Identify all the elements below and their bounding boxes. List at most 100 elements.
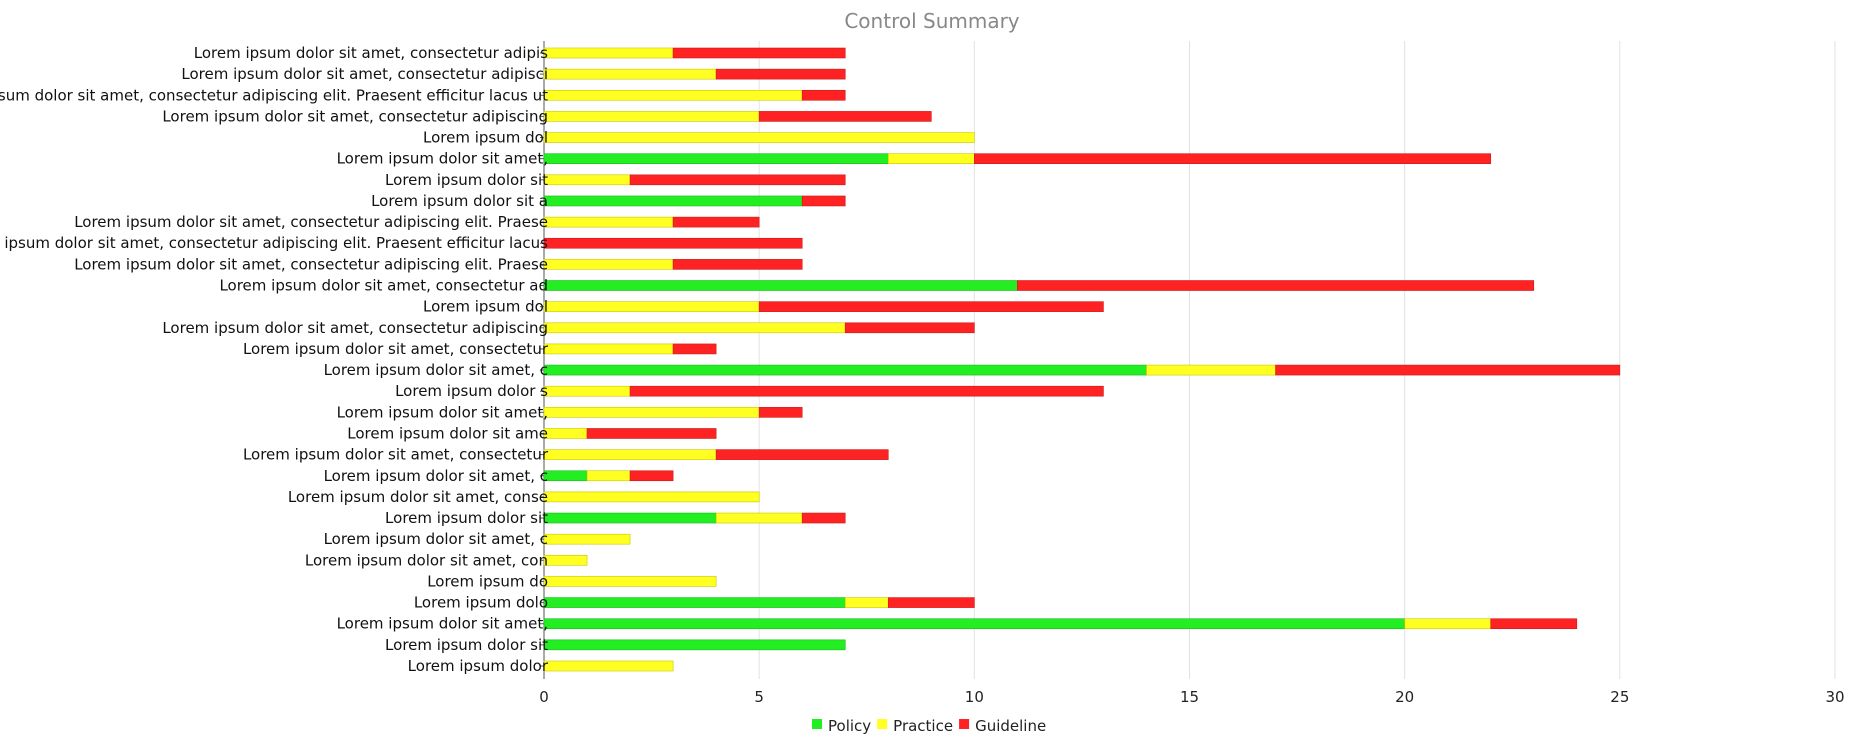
- bar-practice[interactable]: [887, 153, 975, 164]
- category-label: Lorem ipsum dolor: [408, 657, 549, 675]
- bar-practice[interactable]: [543, 576, 717, 587]
- category-label: Lorem ipsum dolor sit: [385, 171, 548, 189]
- bar-guideline[interactable]: [1017, 280, 1535, 291]
- bar-practice[interactable]: [543, 259, 674, 270]
- category-label: Lorem ipsum dolor sit ame: [347, 424, 548, 442]
- category-label: Lorem ipsum dol: [423, 129, 548, 147]
- bar-practice[interactable]: [543, 449, 717, 460]
- bar-guideline[interactable]: [629, 174, 846, 186]
- bar-guideline[interactable]: [543, 237, 803, 249]
- bar-practice[interactable]: [543, 385, 631, 397]
- category-label: Lorem ipsum dolor sit amet, consectetur …: [181, 65, 548, 83]
- x-tick-label: 20: [1395, 688, 1414, 706]
- bar-guideline[interactable]: [758, 111, 932, 122]
- bar-practice[interactable]: [543, 660, 674, 672]
- bar-practice[interactable]: [543, 343, 674, 355]
- bars: [543, 47, 1621, 672]
- category-label: Lorem ipsum dolor sit: [385, 636, 548, 654]
- bar-policy[interactable]: [543, 512, 717, 524]
- bar-practice[interactable]: [586, 470, 631, 482]
- bar-guideline[interactable]: [801, 195, 846, 207]
- legend-swatch-policy: [812, 719, 822, 729]
- category-label: Lorem ipsum dolor sit amet, consectetur …: [0, 234, 548, 252]
- bar-practice[interactable]: [543, 555, 588, 566]
- bar-guideline[interactable]: [715, 449, 889, 460]
- bar-practice[interactable]: [543, 301, 760, 312]
- bar-guideline[interactable]: [672, 47, 846, 59]
- x-tick-label: 30: [1825, 688, 1844, 706]
- bar-guideline[interactable]: [887, 597, 975, 608]
- legend-swatch-practice: [877, 719, 888, 729]
- category-label: Lorem ipsum dolor sit amet, conse: [288, 488, 548, 506]
- bar-practice[interactable]: [543, 47, 674, 59]
- bar-practice[interactable]: [844, 597, 889, 608]
- bar-practice[interactable]: [543, 89, 803, 101]
- category-label: Lorem ipsum dolor sit amet, consectetur: [243, 446, 549, 464]
- chart-title: Control Summary: [844, 9, 1019, 33]
- bar-guideline[interactable]: [844, 322, 975, 334]
- bar-policy[interactable]: [543, 280, 1018, 291]
- category-label: Lorem ipsum dolor sit amet, c: [324, 361, 548, 379]
- x-tick-label: 15: [1180, 688, 1199, 706]
- bar-practice[interactable]: [543, 533, 631, 545]
- category-label: Lorem ipsum dolor sit amet, consectetur …: [162, 107, 548, 125]
- bar-guideline[interactable]: [672, 259, 803, 270]
- bar-guideline[interactable]: [758, 301, 1104, 312]
- category-label: Lorem ipsum dolor sit: [385, 509, 548, 527]
- bar-practice[interactable]: [1146, 364, 1276, 376]
- category-label: Lorem ipsum dolor sit amet, consectetur …: [0, 86, 548, 104]
- bar-policy[interactable]: [543, 639, 846, 651]
- category-label: Lorem ipsum dolor sit amet, c: [324, 467, 548, 485]
- category-label: Lorem ipsum dolor sit amet, consectetur …: [74, 213, 548, 231]
- legend-swatch-guideline: [959, 719, 970, 729]
- bar-policy[interactable]: [543, 153, 889, 164]
- legend-label-practice[interactable]: Practice: [893, 717, 953, 735]
- bar-practice[interactable]: [543, 111, 760, 122]
- bar-policy[interactable]: [543, 470, 588, 482]
- bar-practice[interactable]: [543, 68, 717, 80]
- x-tick-label: 25: [1610, 688, 1629, 706]
- bar-guideline[interactable]: [629, 470, 674, 482]
- bar-practice[interactable]: [543, 322, 846, 334]
- bar-practice[interactable]: [543, 428, 588, 439]
- category-label: Lorem ipsum dolor sit amet, consectetur: [243, 340, 549, 358]
- bar-guideline[interactable]: [1275, 364, 1621, 376]
- gridlines: [540, 41, 1836, 679]
- category-label: Lorem ipsum dolor s: [395, 382, 548, 400]
- bar-practice[interactable]: [543, 132, 975, 143]
- bar-guideline[interactable]: [801, 89, 846, 101]
- x-tick-label: 10: [965, 688, 984, 706]
- bar-guideline[interactable]: [1490, 618, 1578, 630]
- bar-policy[interactable]: [543, 597, 846, 608]
- category-label: Lorem ipsum dolor sit amet, c: [324, 530, 548, 548]
- bar-guideline[interactable]: [586, 428, 717, 439]
- bar-practice[interactable]: [543, 216, 674, 228]
- category-label: Lorem ipsum dolor sit a: [371, 192, 548, 210]
- bar-guideline[interactable]: [672, 216, 760, 228]
- bar-practice[interactable]: [543, 491, 760, 503]
- category-label: Lorem ipsum dolor sit amet, consectetur …: [74, 255, 548, 273]
- bar-guideline[interactable]: [629, 385, 1104, 397]
- bar-policy[interactable]: [543, 618, 1405, 630]
- category-label: Lorem ipsum dolor sit amet, con: [305, 551, 548, 569]
- bar-guideline[interactable]: [801, 512, 846, 524]
- bar-guideline[interactable]: [974, 153, 1492, 164]
- bar-practice[interactable]: [543, 174, 631, 186]
- bar-guideline[interactable]: [715, 68, 846, 80]
- category-label: Lorem ipsum do: [427, 572, 548, 590]
- bar-practice[interactable]: [1404, 618, 1492, 630]
- bar-guideline[interactable]: [672, 343, 717, 355]
- bar-guideline[interactable]: [758, 407, 803, 418]
- bar-policy[interactable]: [543, 195, 803, 207]
- category-label: Lorem ipsum dolor sit amet,: [337, 150, 548, 168]
- legend-label-policy[interactable]: Policy: [828, 717, 871, 735]
- bar-practice[interactable]: [715, 512, 803, 524]
- legend-label-guideline[interactable]: Guideline: [975, 717, 1046, 735]
- x-axis-ticks: 0 5 10 15 20 25 30: [539, 688, 1844, 706]
- category-label: Lorem ipsum dolor sit amet,: [337, 403, 548, 421]
- x-tick-label: 5: [754, 688, 764, 706]
- category-label: Lorem ipsum dolor sit amet,: [337, 615, 548, 633]
- bar-practice[interactable]: [543, 407, 760, 418]
- bar-policy[interactable]: [543, 364, 1147, 376]
